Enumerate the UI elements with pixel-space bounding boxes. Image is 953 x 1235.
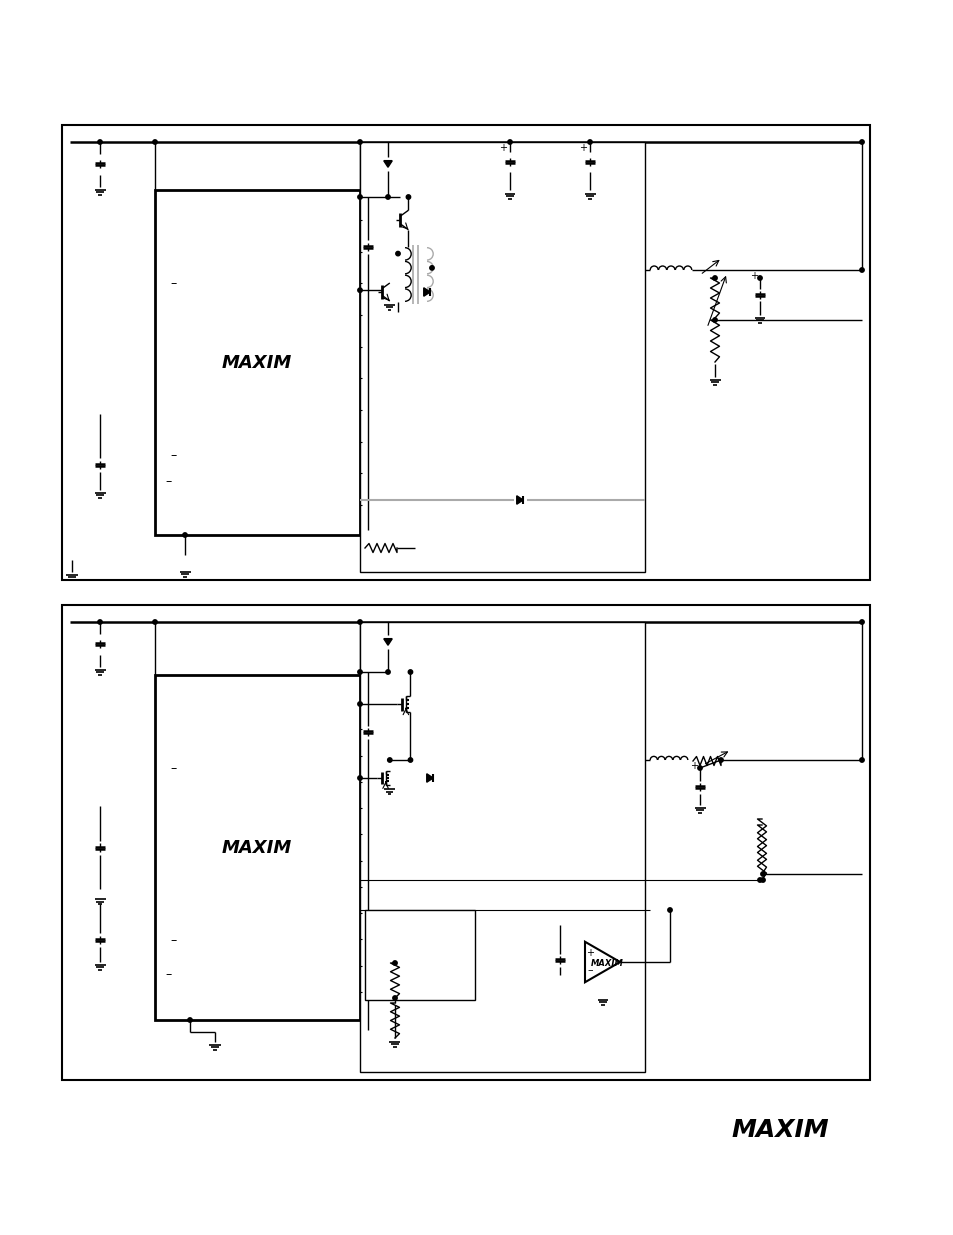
Circle shape: [357, 195, 362, 199]
Text: +: +: [749, 270, 758, 282]
Circle shape: [387, 758, 392, 762]
Circle shape: [859, 758, 863, 762]
Circle shape: [152, 140, 157, 144]
Circle shape: [587, 140, 592, 144]
Text: –: –: [165, 475, 172, 488]
Circle shape: [357, 776, 362, 781]
Text: +: +: [498, 143, 506, 153]
Circle shape: [697, 766, 701, 771]
Text: –: –: [165, 968, 172, 981]
Circle shape: [357, 288, 362, 293]
Circle shape: [718, 758, 722, 762]
Circle shape: [859, 620, 863, 624]
Polygon shape: [426, 774, 433, 782]
Bar: [62, 605, 869, 1079]
Polygon shape: [584, 942, 619, 982]
Bar: [154, 676, 359, 1020]
Circle shape: [406, 195, 410, 199]
Bar: [365, 910, 475, 1000]
Circle shape: [408, 669, 413, 674]
Circle shape: [395, 252, 399, 256]
Text: MAXIM: MAXIM: [222, 354, 292, 372]
Circle shape: [760, 872, 764, 876]
Circle shape: [357, 669, 362, 674]
Circle shape: [667, 908, 672, 913]
Circle shape: [859, 140, 863, 144]
Circle shape: [385, 669, 390, 674]
Polygon shape: [383, 638, 392, 645]
Circle shape: [393, 995, 396, 1000]
Circle shape: [757, 275, 761, 280]
Circle shape: [357, 140, 362, 144]
Text: –: –: [170, 762, 176, 774]
Circle shape: [430, 266, 434, 270]
Text: –: –: [586, 965, 592, 976]
Circle shape: [98, 140, 102, 144]
Polygon shape: [383, 161, 392, 167]
Polygon shape: [517, 495, 522, 504]
Circle shape: [712, 317, 717, 322]
Text: MAXIM: MAXIM: [730, 1118, 828, 1142]
Text: MAXIM: MAXIM: [591, 960, 623, 968]
Text: +: +: [689, 761, 698, 771]
Circle shape: [188, 1018, 192, 1023]
Circle shape: [393, 961, 396, 966]
Circle shape: [385, 195, 390, 199]
Text: +: +: [578, 143, 586, 153]
Bar: [154, 190, 359, 535]
Circle shape: [712, 275, 717, 280]
Circle shape: [507, 140, 512, 144]
Bar: [62, 125, 869, 580]
Circle shape: [152, 620, 157, 624]
Bar: [359, 142, 644, 572]
Circle shape: [357, 620, 362, 624]
Circle shape: [357, 701, 362, 706]
Bar: [359, 622, 644, 1072]
Circle shape: [183, 532, 187, 537]
Circle shape: [757, 878, 761, 882]
Circle shape: [408, 758, 413, 762]
Text: –: –: [170, 934, 176, 947]
Circle shape: [859, 268, 863, 272]
Polygon shape: [423, 288, 430, 296]
Text: –: –: [170, 450, 176, 462]
Circle shape: [98, 620, 102, 624]
Text: MAXIM: MAXIM: [222, 839, 292, 857]
Text: +: +: [585, 948, 593, 958]
Text: –: –: [170, 277, 176, 289]
Circle shape: [760, 878, 764, 882]
